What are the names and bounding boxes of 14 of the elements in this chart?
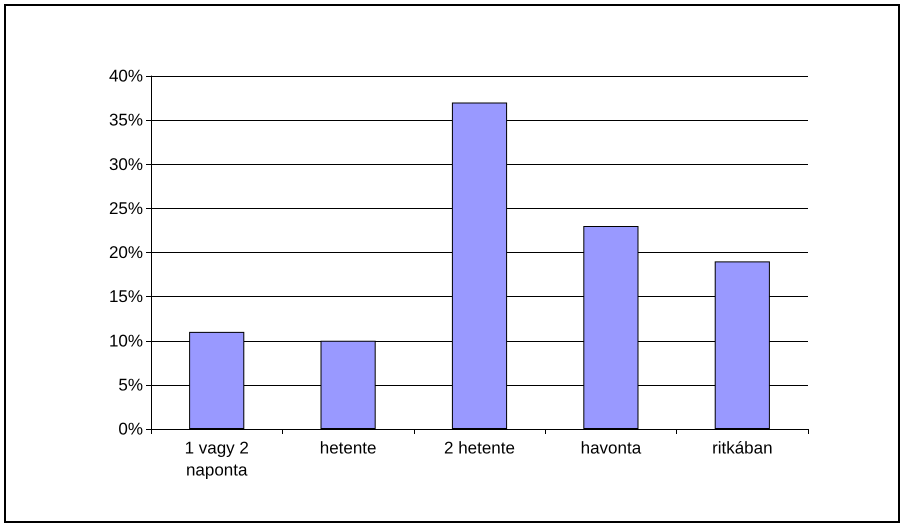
- x-tick-label: 1 vagy 2 naponta: [184, 438, 249, 480]
- y-tick-label: 20%: [108, 243, 143, 262]
- y-tick-label: 10%: [108, 331, 143, 350]
- y-tick-label: 5%: [118, 375, 143, 394]
- x-tick-label: ritkában: [712, 438, 773, 458]
- y-tick-label: 40%: [108, 66, 143, 86]
- y-tick-label: 30%: [108, 154, 143, 174]
- x-tick-label: hetente: [320, 438, 376, 458]
- y-tick-label: 0%: [118, 420, 143, 438]
- x-tick-label: havonta: [580, 438, 642, 458]
- y-tick-label: 25%: [108, 198, 143, 218]
- y-tick-label: 35%: [108, 110, 143, 130]
- y-tick-label: 15%: [108, 287, 143, 306]
- x-tick-label: 2 hetente: [444, 438, 515, 458]
